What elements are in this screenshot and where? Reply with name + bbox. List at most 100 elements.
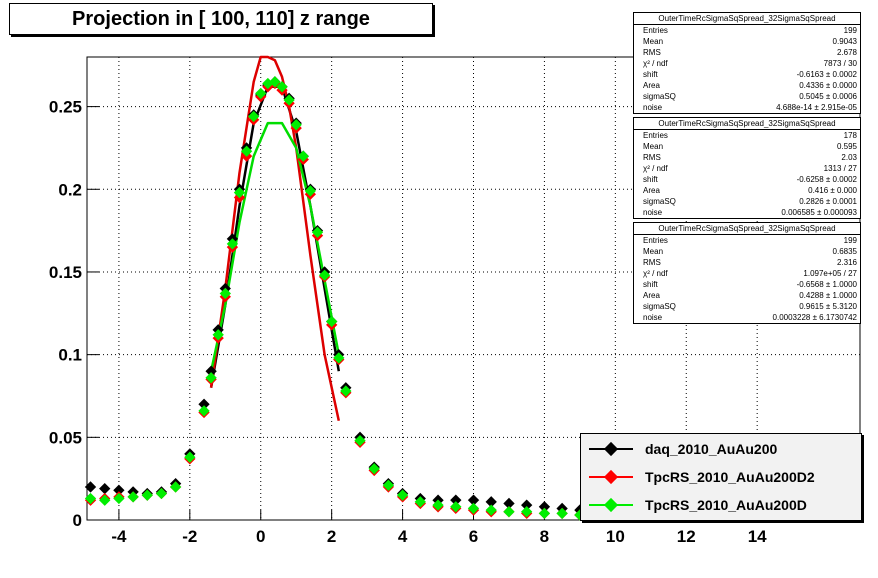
data-point-series-2: [127, 491, 139, 503]
stats-panel-1: OuterTimeRcSigmaSqSpread_32SigmaSqSpread…: [633, 12, 861, 114]
legend-marker-black: [589, 437, 633, 461]
stats-key: sigmaSQ: [643, 302, 676, 311]
stats-value: 0.0003228 ± 6.1730742: [772, 313, 857, 322]
data-point-series-0: [205, 365, 217, 377]
data-point-series-2: [326, 315, 338, 328]
stats-value: 0.5045 ± 0.0006: [799, 92, 857, 101]
data-point-series-2: [283, 94, 295, 106]
data-point-series-2: [226, 238, 239, 250]
data-point-series-2: [467, 502, 480, 515]
data-point-series-2: [99, 494, 111, 506]
stats-key: noise: [643, 103, 663, 112]
stats-value: 0.6835: [832, 247, 857, 256]
x-tick-label: 8: [540, 527, 549, 546]
data-point-series-2: [219, 287, 231, 300]
stats-key: sigmaSQ: [643, 92, 676, 101]
data-point-series-2: [240, 145, 253, 157]
legend-label: daq_2010_AuAu200: [645, 441, 778, 457]
x-tick-label: -2: [182, 527, 197, 546]
y-tick-label: 0.15: [49, 263, 82, 282]
stats-key: Mean: [643, 142, 664, 151]
stats-key: Mean: [643, 247, 664, 256]
data-point-series-2: [141, 489, 153, 501]
y-axis-ticks: 0 0.05 0.1 0.15 0.2 0.25: [49, 98, 99, 530]
data-point-series-2: [290, 119, 302, 131]
stats-row: Mean 0.9043: [634, 36, 860, 47]
data-point-series-2: [485, 504, 497, 516]
stats-key: Area: [643, 291, 660, 300]
stats-value: 199: [843, 26, 857, 35]
x-tick-label: 6: [469, 527, 478, 546]
data-point-series-2: [276, 81, 288, 93]
legend-label: TpcRS_2010_AuAu200D: [645, 497, 807, 513]
stats-panel-title: OuterTimeRcSigmaSqSpread_32SigmaSqSpread: [634, 223, 860, 235]
stats-value: -0.6163 ± 0.0002: [796, 70, 857, 79]
legend-item-daq: daq_2010_AuAu200: [589, 437, 777, 461]
data-point-series-0: [99, 482, 111, 495]
stats-row: Entries 178: [634, 130, 860, 141]
stats-key: RMS: [643, 153, 661, 162]
stats-key: Area: [643, 81, 660, 90]
data-point-series-2: [198, 405, 210, 417]
stats-row: sigmaSQ 0.9615 ± 5.3120: [634, 301, 860, 312]
stats-row: sigmaSQ 0.2826 ± 0.0001: [634, 196, 860, 207]
stats-key: χ² / ndf: [643, 269, 668, 278]
data-point-series-0: [113, 484, 125, 496]
stats-value: 2.316: [836, 258, 857, 267]
data-point-series-2: [396, 489, 409, 501]
data-point-series-0: [538, 501, 551, 513]
stats-row: RMS 2.678: [634, 47, 860, 58]
stats-row: Mean 0.6835: [634, 246, 860, 257]
stats-key: χ² / ndf: [643, 164, 668, 173]
x-tick-label: 0: [256, 527, 265, 546]
stats-value: -0.6568 ± 1.0000: [796, 280, 857, 289]
stats-row: RMS 2.316: [634, 257, 860, 268]
data-point-series-2: [155, 487, 168, 500]
y-tick-label: 0.2: [58, 180, 82, 199]
data-point-series-0: [467, 494, 480, 506]
stats-row: shift -0.6568 ± 1.0000: [634, 279, 860, 290]
data-point-series-0: [503, 497, 515, 510]
stats-row: χ² / ndf 1.097e+05 / 27: [634, 268, 860, 279]
y-tick-label: 0: [73, 511, 82, 530]
stats-value: 178: [843, 131, 857, 140]
x-tick-label: 2: [327, 527, 336, 546]
stats-row: Entries 199: [634, 235, 860, 246]
data-point-series-2: [556, 507, 568, 520]
stats-key: shift: [643, 175, 658, 184]
data-point-series-2: [169, 481, 182, 493]
stats-value: 2.03: [841, 153, 857, 162]
fit-curve-2: [209, 121, 341, 372]
stats-value: 1313 / 27: [823, 164, 857, 173]
stats-value: 2.678: [836, 48, 857, 57]
data-point-series-2: [521, 506, 533, 518]
stats-value: 4.688e-14 ± 2.915e-05: [776, 103, 857, 112]
data-point-series-2: [368, 463, 380, 475]
stats-value: 0.416 ± 0.000: [808, 186, 857, 195]
data-point-series-2: [205, 372, 217, 384]
stats-row: Area 0.4336 ± 0.0000: [634, 80, 860, 91]
data-point-series-2: [354, 434, 366, 447]
stats-key: Entries: [643, 131, 668, 140]
data-point-series-2: [318, 269, 331, 281]
x-tick-label: -4: [111, 527, 127, 546]
stats-row: Mean 0.595: [634, 141, 860, 152]
stats-panel-2: OuterTimeRcSigmaSqSpread_32SigmaSqSpread…: [633, 117, 861, 219]
stats-key: χ² / ndf: [643, 59, 668, 68]
legend-marker-green: [589, 493, 633, 517]
stats-row: χ² / ndf 7873 / 30: [634, 58, 860, 69]
data-point-series-2: [382, 479, 395, 491]
stats-key: sigmaSQ: [643, 197, 676, 206]
stats-row: RMS 2.03: [634, 152, 860, 163]
stats-row: Entries 199: [634, 25, 860, 36]
stats-key: shift: [643, 280, 658, 289]
stats-key: RMS: [643, 48, 661, 57]
stats-value: 0.595: [836, 142, 857, 151]
data-point-series-2: [333, 352, 345, 364]
data-point-series-2: [450, 501, 462, 513]
stats-key: Mean: [643, 37, 664, 46]
legend: daq_2010_AuAu200 TpcRS_2010_AuAu200D2 Tp…: [580, 433, 862, 521]
stats-value: -0.6258 ± 0.0002: [796, 175, 857, 184]
y-tick-label: 0.05: [49, 428, 82, 447]
